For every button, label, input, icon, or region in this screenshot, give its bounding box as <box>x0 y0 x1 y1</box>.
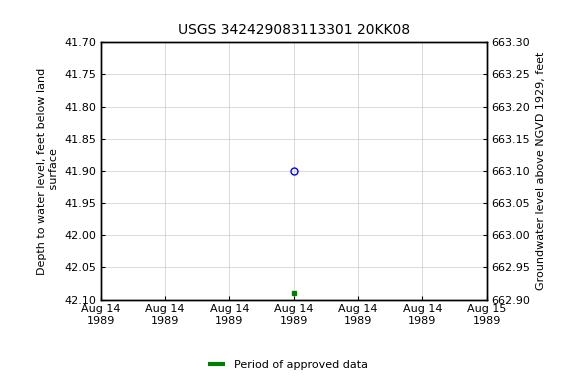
Legend: Period of approved data: Period of approved data <box>204 356 372 375</box>
Y-axis label: Depth to water level, feet below land
 surface: Depth to water level, feet below land su… <box>37 67 59 275</box>
Y-axis label: Groundwater level above NGVD 1929, feet: Groundwater level above NGVD 1929, feet <box>536 52 546 290</box>
Title: USGS 342429083113301 20KK08: USGS 342429083113301 20KK08 <box>178 23 410 37</box>
